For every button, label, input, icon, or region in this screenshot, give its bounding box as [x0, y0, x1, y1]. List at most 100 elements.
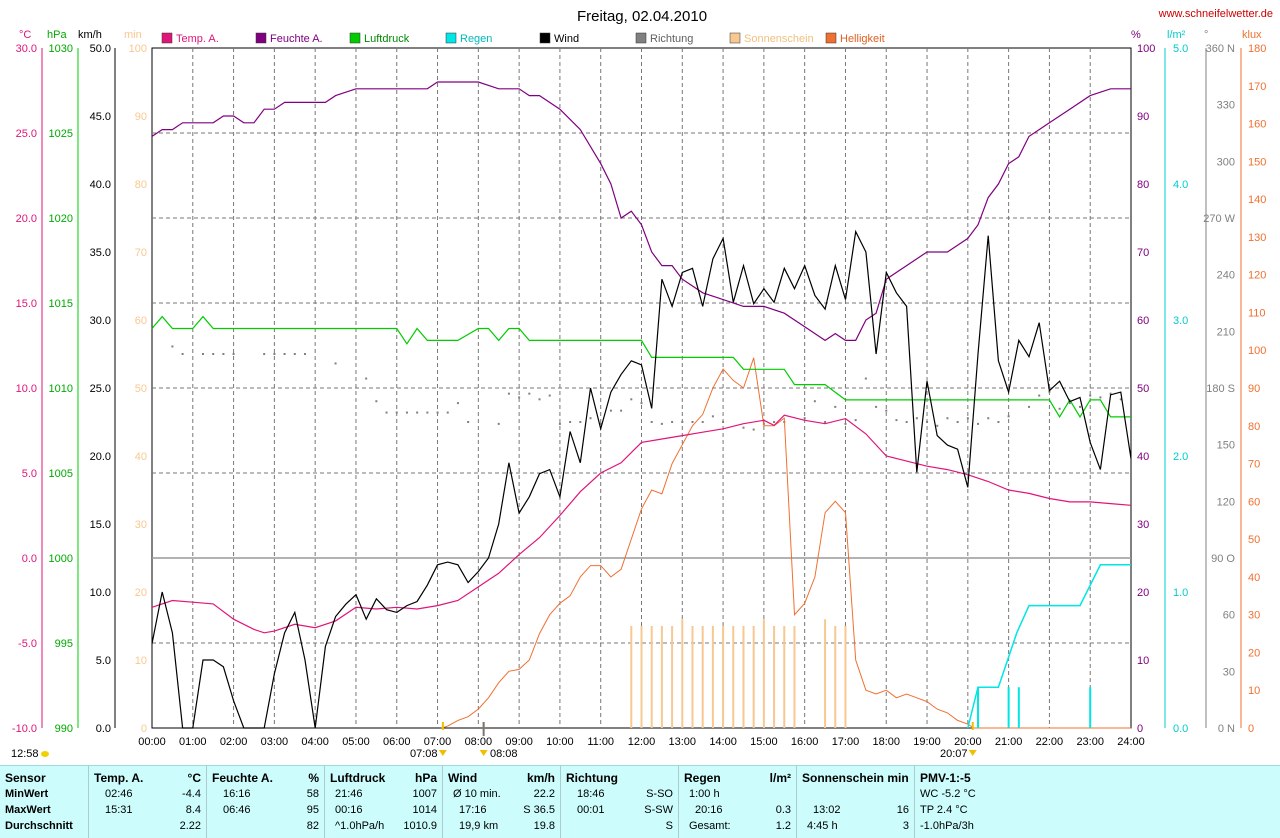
- sun-markers: 07:08 08:08 20:07 12:58: [11, 722, 977, 760]
- stats-time: Gesamt:: [689, 820, 731, 832]
- site-url[interactable]: www.schneifelwetter.de: [1158, 8, 1273, 20]
- hpa-tick-label: 995: [55, 638, 73, 650]
- pct-tick-label: 80: [1137, 179, 1149, 191]
- hpa-tick-label: 1015: [49, 298, 73, 310]
- stats-sensor-header: Sensor: [5, 771, 46, 785]
- klux-tick-label: 180: [1248, 43, 1266, 55]
- direction-point: [467, 421, 470, 423]
- direction-point: [589, 417, 592, 420]
- x-tick-label: 03:00: [261, 736, 289, 748]
- rain-tick-label: 4.0: [1173, 179, 1188, 191]
- stats-pmv-value: -1.0hPa/3h: [920, 820, 974, 832]
- x-tick-label: 18:00: [872, 736, 900, 748]
- stats-time: 1:00 h: [689, 788, 720, 800]
- pct-tick-label: 60: [1137, 315, 1149, 327]
- stats-time: 17:16: [459, 804, 487, 816]
- x-tick-label: 02:00: [220, 736, 248, 748]
- legend-label: Richtung: [650, 33, 693, 45]
- direction-point: [416, 411, 419, 414]
- stats-row-label: MaxWert: [5, 804, 51, 816]
- hpa-tick-label: 1030: [49, 43, 73, 55]
- klux-tick-label: 0: [1248, 723, 1254, 735]
- direction-point: [497, 422, 500, 425]
- direction-point: [905, 421, 908, 423]
- x-tick-label: 14:00: [709, 736, 737, 748]
- x-tick-label: 08:00: [465, 736, 493, 748]
- rain-tick-label: 5.0: [1173, 43, 1188, 55]
- stats-pmv-value: TP 2.4 °C: [920, 804, 968, 816]
- unit-pct: %: [1131, 29, 1141, 41]
- stats-time: 00:01: [577, 804, 605, 816]
- direction-point: [385, 411, 388, 414]
- direction-point: [283, 353, 286, 355]
- legend-label: Temp. A.: [176, 33, 219, 45]
- stats-value: S 36.5: [523, 804, 555, 816]
- direction-point: [844, 422, 847, 425]
- legend-swatch: [635, 32, 647, 44]
- stats-time: 13:02: [813, 804, 841, 816]
- direction-point: [650, 421, 653, 423]
- direction-point: [171, 345, 174, 348]
- klux-tick-label: 60: [1248, 496, 1260, 508]
- stats-richtung-header: Richtung: [566, 771, 618, 785]
- x-tick-label: 24:00: [1117, 736, 1145, 748]
- direction-point: [365, 377, 368, 380]
- stats-feuchte-header: Feuchte A.: [212, 771, 273, 785]
- stats-row-label: Durchschnitt: [5, 820, 73, 832]
- klux-tick-label: 120: [1248, 270, 1266, 282]
- pct-tick-label: 0: [1137, 723, 1143, 735]
- sunrise-full-label: 08:08: [490, 748, 518, 760]
- direction-point: [334, 362, 337, 365]
- direction-point: [1038, 394, 1041, 397]
- stats-value: 3: [902, 820, 909, 832]
- kmh-tick-label: 15.0: [90, 519, 111, 531]
- x-tick-label: 05:00: [342, 736, 370, 748]
- direction-point: [640, 402, 643, 405]
- stats-value: 19.8: [533, 820, 555, 832]
- min-tick-label: 10: [135, 655, 147, 667]
- legend-swatch: [729, 32, 741, 44]
- legend-label: Regen: [460, 33, 492, 45]
- stats-temp-unit: °C: [187, 771, 201, 785]
- direction-point: [1119, 398, 1122, 401]
- humidity-line: [151, 81, 1131, 342]
- x-tick-label: 04:00: [301, 736, 329, 748]
- stats-time: Ø 10 min.: [453, 788, 501, 800]
- stats-temp-header: Temp. A.: [94, 771, 144, 785]
- chart-title: Freitag, 02.04.2010: [577, 8, 707, 25]
- sunrise-label: 07:08: [410, 748, 438, 760]
- stats-value: 0.3: [775, 804, 791, 816]
- direction-point: [1130, 368, 1132, 371]
- direction-point: [946, 417, 949, 420]
- x-tick-label: 16:00: [791, 736, 819, 748]
- kmh-tick-label: 30.0: [90, 315, 111, 327]
- stats-richtung: Richtung 18:46 S-SO 00:01 S-SW S: [560, 766, 678, 838]
- stats-wind: Wind km/h Ø 10 min. 22.2 17:16 S 36.5 19,9 …: [442, 766, 560, 838]
- direction-point: [1007, 415, 1010, 418]
- direction-point: [538, 398, 541, 401]
- direction-point: [1109, 392, 1112, 395]
- direction-point: [803, 417, 806, 420]
- stats-value: S-SO: [646, 788, 673, 800]
- direction-point: [742, 426, 745, 429]
- stats-pmv-value: WC -5.2 °C: [920, 788, 976, 800]
- pct-tick-label: 90: [1137, 111, 1149, 123]
- direction-point: [609, 409, 612, 412]
- stats-luftdruck-header: Luftdruck: [330, 771, 386, 785]
- stats-time: ^1.0hPa/h: [335, 820, 385, 832]
- direction-point: [293, 353, 296, 355]
- wind-line: [151, 229, 1132, 729]
- stats-sonne: Sonnenschein min 13:02 16 4:45 h 3: [796, 766, 914, 838]
- stats-time: 06:46: [223, 804, 251, 816]
- pct-tick-label: 100: [1137, 43, 1155, 55]
- temperature-line: [151, 414, 1132, 634]
- stats-regen-unit: l/m²: [769, 771, 791, 785]
- x-tick-label: 10:00: [546, 736, 574, 748]
- direction-point: [558, 422, 561, 425]
- direction-point: [956, 421, 959, 423]
- corner-time: 12:58: [11, 748, 39, 760]
- x-tick-label: 00:00: [138, 736, 166, 748]
- klux-tick-label: 100: [1248, 345, 1266, 357]
- unit-rain: l/m²: [1167, 29, 1186, 41]
- stats-value: 8.4: [185, 804, 201, 816]
